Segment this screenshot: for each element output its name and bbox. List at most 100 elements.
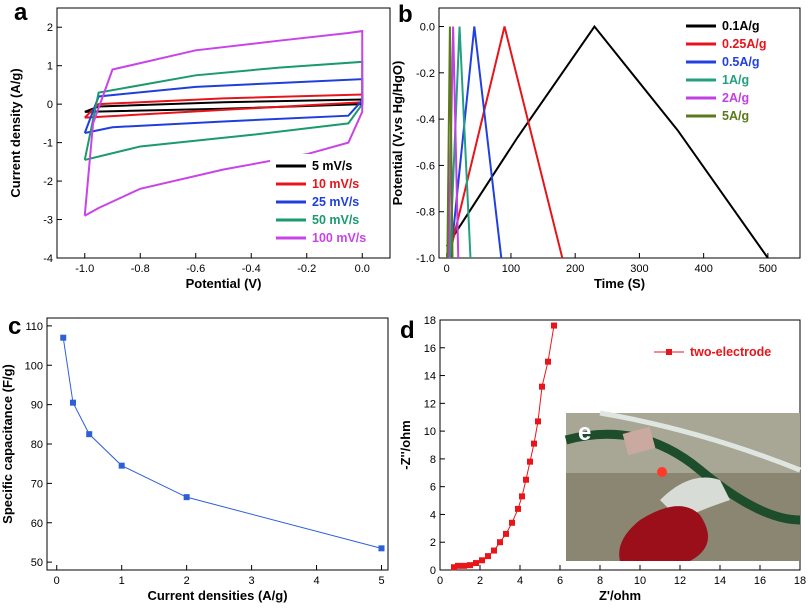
- data-point: [467, 562, 473, 569]
- data-point: [523, 476, 529, 483]
- y-tick-label: 90: [31, 400, 43, 412]
- data-line: [448, 26, 472, 259]
- panel-label: c: [8, 313, 21, 340]
- data-point: [515, 505, 521, 512]
- plot-frame: [46, 317, 389, 571]
- y-tick-label: 10: [424, 426, 436, 438]
- y-tick-label: 80: [31, 439, 43, 451]
- data-point: [60, 334, 67, 341]
- legend-label: 0.1A/g: [722, 19, 760, 33]
- x-axis-label: Z'/ohm: [599, 588, 641, 603]
- data-point: [535, 418, 541, 425]
- x-tick-label: 14: [714, 575, 726, 587]
- data-point: [485, 553, 491, 560]
- legend-label: 5 mV/s: [312, 159, 352, 173]
- x-tick-label: 4: [313, 575, 319, 587]
- y-tick-label: -0.6: [416, 160, 435, 172]
- x-tick-label: 10: [634, 575, 646, 587]
- panel-label: b: [398, 1, 413, 28]
- data-line: [446, 26, 454, 259]
- y-tick-label: -1: [43, 138, 53, 150]
- data-point: [503, 530, 509, 537]
- x-tick-label: -1.0: [75, 263, 94, 275]
- plot-frame: [438, 7, 801, 259]
- data-line: [62, 337, 382, 549]
- y-tick-label: 110: [25, 321, 43, 333]
- panel-label: a: [14, 0, 28, 26]
- data-line: [445, 24, 769, 259]
- data-point: [118, 462, 125, 469]
- x-tick-label: 0: [444, 263, 450, 275]
- y-tick-label: -2: [43, 176, 53, 188]
- y-tick-label: 18: [424, 315, 436, 327]
- y-axis-label: Current density (A/g): [8, 68, 23, 197]
- data-point: [551, 322, 557, 329]
- y-tick-label: 4: [430, 509, 436, 521]
- legend-label: 0.25A/g: [722, 37, 766, 51]
- legend-label: 100 mV/s: [312, 231, 366, 245]
- x-tick-label: 500: [759, 263, 777, 275]
- x-tick-label: 1: [119, 575, 125, 587]
- data-point: [461, 562, 467, 569]
- legend-label: 50 mV/s: [312, 213, 359, 227]
- legend-label: 0.5A/g: [722, 55, 760, 69]
- y-tick-label: -0.4: [416, 114, 435, 126]
- inset-label: e: [578, 419, 591, 446]
- y-tick-label: 12: [424, 398, 436, 410]
- y-tick-label: 14: [424, 371, 436, 383]
- y-tick-label: 0: [430, 565, 436, 577]
- y-tick-label: 60: [31, 518, 43, 530]
- x-tick-label: 16: [754, 575, 766, 587]
- y-axis-label: Specific capacitance (F/g): [0, 364, 15, 524]
- legend-label: 10 mV/s: [312, 177, 359, 191]
- x-axis-label: Potential (V): [186, 276, 262, 291]
- data-point: [183, 494, 190, 501]
- y-tick-label: 1: [47, 61, 53, 73]
- data-point: [86, 431, 93, 438]
- y-tick-label: 100: [25, 360, 43, 372]
- data-point: [539, 383, 545, 390]
- y-tick-label: 2: [430, 537, 436, 549]
- data-point: [497, 539, 503, 546]
- y-tick-label: 8: [430, 454, 436, 466]
- data-point: [527, 458, 533, 465]
- plot-frame: [56, 7, 391, 259]
- legend-label: 25 mV/s: [312, 195, 359, 209]
- data-point: [378, 545, 385, 552]
- x-tick-label: 200: [566, 263, 584, 275]
- x-tick-label: 2: [184, 575, 190, 587]
- y-tick-label: 50: [31, 557, 43, 569]
- data-point: [491, 547, 497, 554]
- y-tick-label: 0.0: [420, 22, 435, 34]
- data-point: [473, 560, 479, 567]
- legend-label: 5A/g: [722, 109, 749, 123]
- x-tick-label: 0: [54, 575, 60, 587]
- y-tick-label: 16: [424, 343, 436, 355]
- y-tick-label: 6: [430, 482, 436, 494]
- data-point: [531, 440, 537, 447]
- data-point: [545, 358, 551, 365]
- y-tick-label: 70: [31, 478, 43, 490]
- x-tick-label: 100: [502, 263, 520, 275]
- data-line: [83, 29, 364, 217]
- x-tick-label: -0.6: [186, 263, 205, 275]
- x-tick-label: -0.2: [297, 263, 316, 275]
- data-point: [69, 399, 76, 406]
- x-tick-label: 6: [557, 575, 563, 587]
- x-tick-label: 4: [517, 575, 523, 587]
- x-tick-label: 3: [249, 575, 255, 587]
- data-point: [509, 519, 515, 526]
- data-point: [455, 562, 461, 569]
- x-tick-label: 5: [378, 575, 384, 587]
- y-axis-label: Potential (V,vs Hg/HgO): [390, 61, 405, 206]
- legend-label: 1A/g: [722, 73, 749, 87]
- y-tick-label: -0.8: [416, 207, 435, 219]
- y-axis-label: -Z''/ohm: [398, 420, 413, 470]
- data-line: [449, 26, 503, 259]
- x-axis-label: Time (S): [594, 276, 645, 291]
- x-tick-label: -0.4: [242, 263, 261, 275]
- x-tick-label: 18: [794, 575, 806, 587]
- data-point: [451, 564, 457, 571]
- x-tick-label: 300: [630, 263, 648, 275]
